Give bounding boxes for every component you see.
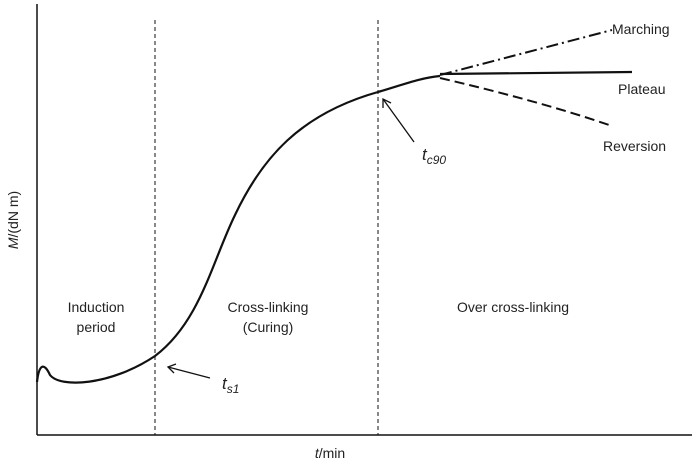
reversion-curve	[439, 77, 613, 127]
marching-curve	[439, 29, 613, 76]
x-axis-label: t/min	[315, 445, 345, 461]
marker-label: tc90	[422, 145, 446, 167]
marker-label: ts1	[222, 374, 239, 396]
curve-label: Reversion	[603, 138, 666, 154]
plateau-curve	[439, 70, 633, 76]
region-label: Cross-linking	[228, 299, 309, 315]
curve-label: Marching	[612, 21, 670, 37]
region-label: Over cross-linking	[457, 299, 569, 315]
curve-label: Plateau	[618, 81, 665, 97]
arrow	[382, 97, 415, 143]
arrow	[166, 363, 211, 379]
y-axis-label: M/(dN m)	[5, 191, 21, 249]
region-label: (Curing)	[243, 319, 294, 335]
cure-curve	[35, 74, 441, 384]
region-label: period	[77, 319, 116, 335]
region-label: Induction	[68, 299, 125, 315]
